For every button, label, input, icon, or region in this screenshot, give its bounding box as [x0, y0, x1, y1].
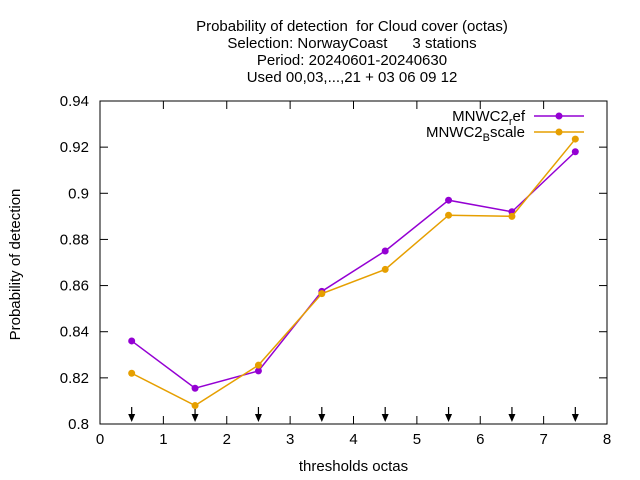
data-point — [571, 148, 579, 156]
data-point — [571, 135, 579, 143]
data-point — [191, 384, 199, 392]
legend-label: MNWC2Bscale — [426, 124, 525, 144]
data-point — [381, 265, 389, 273]
arrow-head — [254, 414, 262, 422]
data-point — [254, 367, 262, 375]
title-line: Used 00,03,...,21 + 03 06 09 12 — [247, 69, 458, 86]
data-point — [381, 247, 389, 255]
x-tick-label: 4 — [349, 431, 357, 448]
down-arrow-icon — [128, 407, 136, 422]
down-arrow-icon — [381, 407, 389, 422]
series-group — [128, 135, 579, 410]
data-point — [445, 211, 453, 219]
data-point — [128, 369, 136, 377]
y-tick-label: 0.84 — [60, 324, 89, 341]
axis-ticks: 0.8 0.82 0.84 0.86 0.88 0.9 0.92 0.94 0 1 2 3 4 5 6 7 8 — [60, 93, 611, 448]
y-tick-label: 0.8 — [68, 416, 89, 433]
y-tick-label: 0.86 — [60, 278, 89, 295]
series-line — [131, 151, 576, 390]
chart-title: Probability of detection for Cloud cover… — [196, 18, 508, 86]
arrow-head — [381, 414, 389, 422]
series-line — [131, 138, 576, 407]
legend-marker — [555, 112, 563, 120]
y-tick-label: 0.94 — [60, 93, 89, 110]
y-tick-label: 0.9 — [68, 185, 89, 202]
data-point — [508, 212, 516, 220]
arrow-head — [128, 414, 136, 422]
plot-frame — [99, 100, 608, 425]
title-line: Selection: NorwayCoast 3 stations — [227, 35, 476, 52]
arrow-head — [318, 414, 326, 422]
series-MNWC2_Bscale — [128, 135, 579, 410]
arrow-head — [445, 414, 453, 422]
title-line: Probability of detection for Cloud cover… — [196, 18, 508, 35]
threshold-markers — [128, 407, 579, 422]
y-tick-label: 0.82 — [60, 370, 89, 387]
x-tick-label: 0 — [96, 431, 104, 448]
y-tick-label: 0.88 — [60, 231, 89, 248]
down-arrow-icon — [445, 407, 453, 422]
x-tick-label: 6 — [476, 431, 484, 448]
series-MNWC2_ref — [128, 148, 579, 392]
data-point — [128, 337, 136, 345]
x-tick-label: 7 — [539, 431, 547, 448]
data-point — [445, 196, 453, 204]
down-arrow-icon — [571, 407, 579, 422]
legend-label: MNWC2ref — [452, 108, 526, 128]
arrow-head — [508, 414, 516, 422]
down-arrow-icon — [191, 407, 199, 422]
down-arrow-icon — [254, 407, 262, 422]
down-arrow-icon — [318, 407, 326, 422]
data-point — [191, 402, 199, 410]
title-line: Period: 20240601-20240630 — [257, 52, 447, 69]
x-tick-label: 5 — [413, 431, 421, 448]
x-tick-label: 1 — [159, 431, 167, 448]
down-arrow-icon — [508, 407, 516, 422]
arrow-head — [191, 414, 199, 422]
x-tick-label: 3 — [286, 431, 294, 448]
x-tick-label: 8 — [603, 431, 611, 448]
legend-marker — [555, 128, 563, 136]
data-point — [254, 361, 262, 369]
y-tick-label: 0.92 — [60, 139, 89, 156]
data-point — [318, 290, 326, 298]
x-axis-label: thresholds octas — [299, 458, 408, 475]
y-axis-label: Probability of detection — [7, 189, 24, 341]
x-tick-label: 2 — [223, 431, 231, 448]
arrow-head — [571, 414, 579, 422]
